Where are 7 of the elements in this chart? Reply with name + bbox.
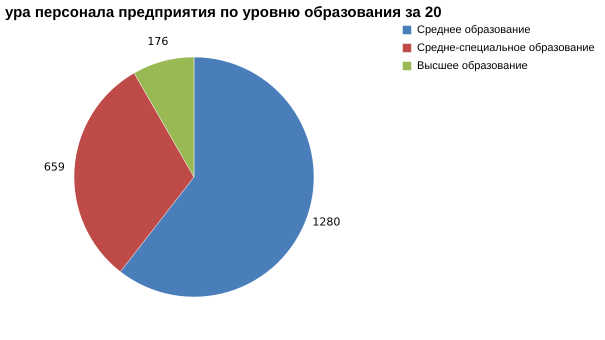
legend-label: Высшее образование: [417, 60, 528, 72]
legend-label: Среднее образование: [417, 24, 530, 36]
data-label: 1280: [312, 215, 340, 228]
data-label: 659: [44, 160, 65, 174]
chart-title: ура персонала предприятия по уровню образования за 20: [5, 4, 442, 21]
data-label: 176: [147, 34, 168, 48]
legend-label: Средне-специальное образование: [417, 42, 595, 54]
